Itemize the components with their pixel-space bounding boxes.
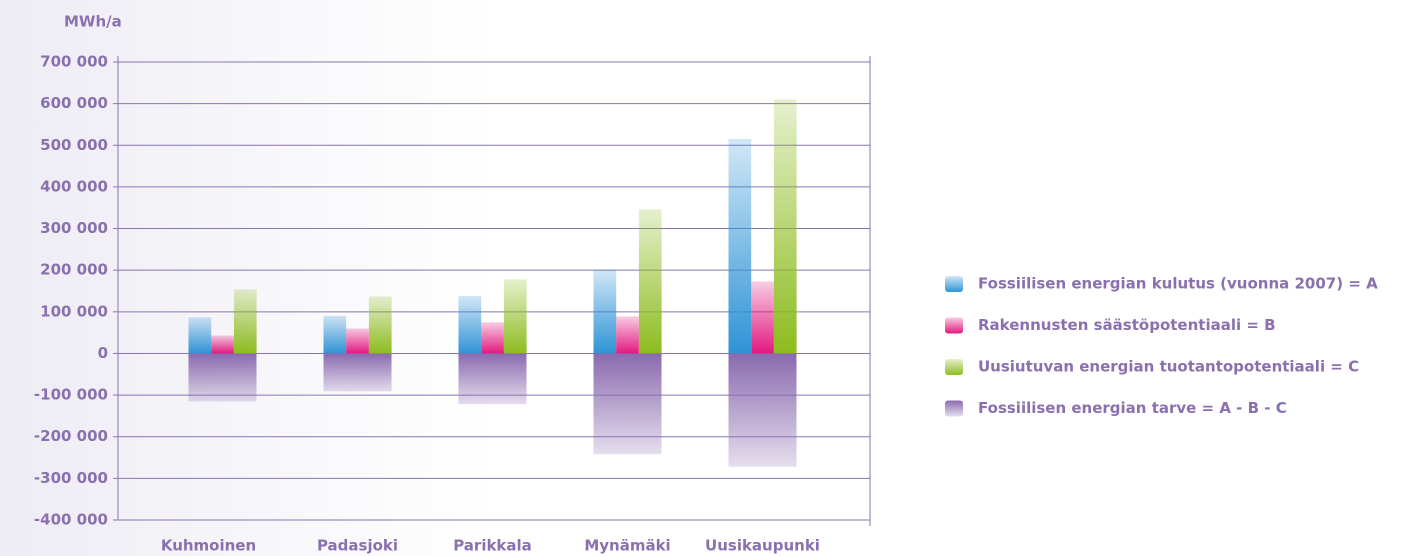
y-tick-label: 300 000 xyxy=(40,219,108,237)
bar xyxy=(638,209,662,354)
bar xyxy=(481,322,504,354)
bar xyxy=(211,335,234,354)
legend-label: Fossiilisen energian kulutus (vuonna 200… xyxy=(978,275,1378,293)
y-tick-label: -200 000 xyxy=(34,427,108,445)
bar xyxy=(323,315,347,354)
y-tick-label: 600 000 xyxy=(40,94,108,112)
legend-swatch xyxy=(945,359,963,375)
y-tick-label: 400 000 xyxy=(40,177,108,195)
bar xyxy=(368,296,392,354)
bar xyxy=(728,139,752,354)
y-tick-label: -300 000 xyxy=(34,469,108,487)
bar xyxy=(233,289,257,354)
bar xyxy=(593,353,662,455)
legend-swatch xyxy=(945,276,963,292)
bar xyxy=(751,281,774,354)
bar xyxy=(323,353,392,392)
bar xyxy=(346,328,369,354)
legend-label: Uusiutuvan energian tuotantopotentiaali … xyxy=(978,358,1359,376)
bar xyxy=(503,279,527,354)
bar xyxy=(188,353,257,402)
x-tick-label: Parikkala xyxy=(453,537,532,555)
y-tick-label: -400 000 xyxy=(34,511,108,529)
x-tick-label: Kuhmoinen xyxy=(161,537,256,555)
y-tick-label: 100 000 xyxy=(40,302,108,320)
y-tick-label: 700 000 xyxy=(40,53,108,71)
y-axis-label: MWh/a xyxy=(64,13,122,31)
bar xyxy=(728,353,797,467)
bar xyxy=(188,317,212,354)
bar xyxy=(458,295,482,354)
legend-swatch xyxy=(945,317,963,334)
y-tick-label: 200 000 xyxy=(40,261,108,279)
x-tick-label: Mynämäki xyxy=(584,537,670,555)
bar xyxy=(593,269,617,354)
legend-label: Fossiilisen energian tarve = A - B - C xyxy=(978,399,1287,417)
legend-swatch xyxy=(945,400,963,417)
x-tick-label: Uusikaupunki xyxy=(705,537,820,555)
bar xyxy=(616,316,639,354)
y-tick-label: -100 000 xyxy=(34,386,108,404)
y-tick-label: 500 000 xyxy=(40,136,108,154)
bar xyxy=(773,99,797,354)
x-tick-label: Padasjoki xyxy=(317,537,398,555)
bar xyxy=(458,353,527,405)
y-tick-label: 0 xyxy=(98,344,108,362)
legend-label: Rakennusten säästöpotentiaali = B xyxy=(978,316,1276,334)
